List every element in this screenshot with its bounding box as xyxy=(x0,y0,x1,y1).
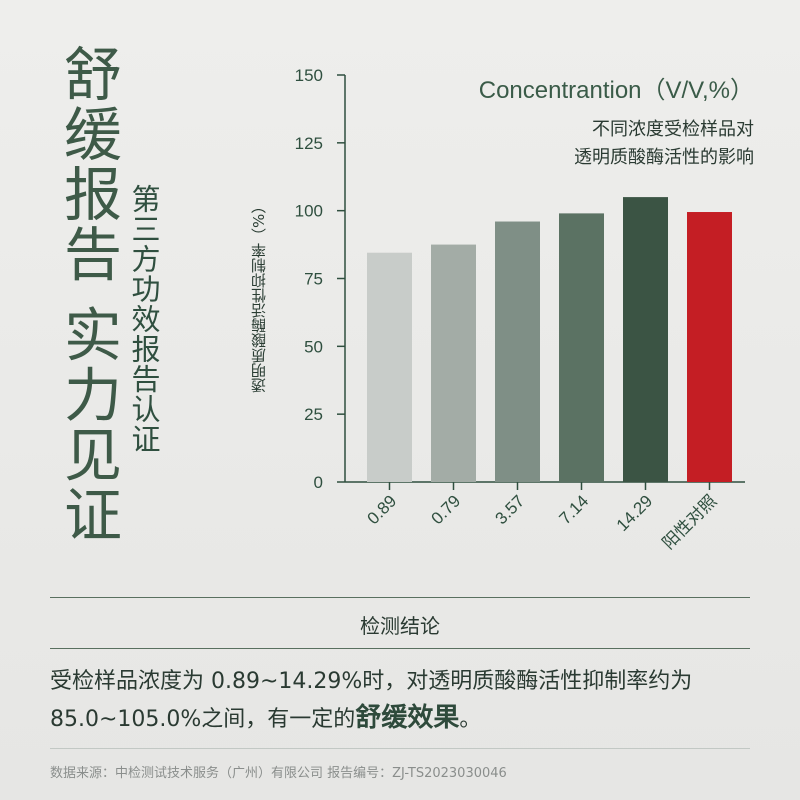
x-tick-label: 阳性对照 xyxy=(659,491,721,553)
conclusion-text-part1: 受检样品浓度为 0.89~14.29%时，对透明质酸酶活性抑制率约为85.0~1… xyxy=(50,669,693,732)
y-tick-label: 100 xyxy=(295,202,323,221)
bar-0 xyxy=(367,252,412,482)
subtitle: 第三方功效报告认证 xyxy=(127,184,161,454)
x-tick-label: 0.79 xyxy=(427,491,464,528)
y-tick-label: 25 xyxy=(304,405,323,424)
conclusion-text: 受检样品浓度为 0.89~14.29%时，对透明质酸酶活性抑制率约为85.0~1… xyxy=(50,664,755,738)
y-tick-label: 150 xyxy=(295,66,323,85)
legend-line-2: 透明质酸酶活性的影响 xyxy=(574,147,754,168)
divider-top xyxy=(50,597,750,598)
y-tick-label: 75 xyxy=(304,270,323,289)
legend-line-1: 不同浓度受检样品对 xyxy=(592,119,754,140)
conclusion-header: 检测结论 xyxy=(360,614,440,638)
x-tick-label: 7.14 xyxy=(555,491,592,528)
y-tick-label: 0 xyxy=(314,473,323,492)
main-title: 舒缓报告 实力见证 xyxy=(54,44,122,545)
bar-chart: 0 25 50 75 100 125 150 0.89 0.79 3.57 7.14 14.29 阳性对… xyxy=(295,66,745,553)
bar-3 xyxy=(559,213,604,482)
conclusion-emphasis: 舒缓效果 xyxy=(355,703,460,733)
legend-title: Concentrantion（V/V,%） xyxy=(478,77,754,104)
legend-subtitle: 不同浓度受检样品对 透明质酸酶活性的影响 xyxy=(494,116,754,172)
x-tick-label: 0.89 xyxy=(363,491,400,528)
bar-5 xyxy=(687,212,732,483)
y-tick-label: 125 xyxy=(295,134,323,153)
y-tick-label: 50 xyxy=(304,337,323,356)
x-tick-label: 14.29 xyxy=(613,491,657,535)
bar-1 xyxy=(431,244,476,482)
bar-2 xyxy=(495,221,540,482)
conclusion-text-part2: 。 xyxy=(459,707,482,732)
data-source: 数据来源：中检测试技术服务（广州）有限公司 报告编号：ZJ-TS20230300… xyxy=(50,766,507,781)
divider-bottom xyxy=(50,748,750,749)
x-tick-label: 3.57 xyxy=(491,491,528,528)
divider-middle xyxy=(50,648,750,649)
bar-4 xyxy=(623,197,668,482)
